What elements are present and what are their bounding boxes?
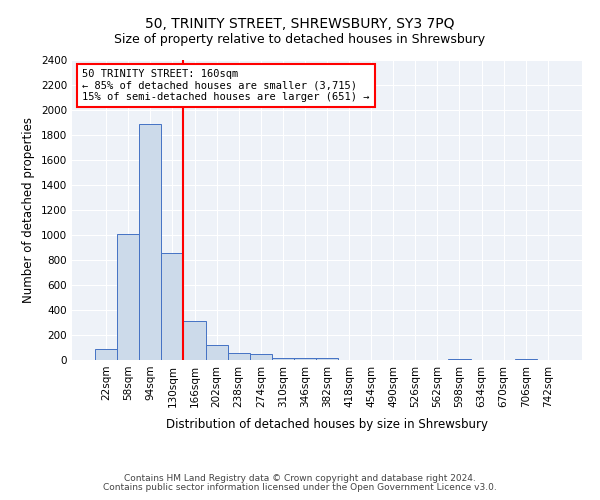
X-axis label: Distribution of detached houses by size in Shrewsbury: Distribution of detached houses by size … [166,418,488,431]
Text: Contains HM Land Registry data © Crown copyright and database right 2024.: Contains HM Land Registry data © Crown c… [124,474,476,483]
Text: 50 TRINITY STREET: 160sqm
← 85% of detached houses are smaller (3,715)
15% of se: 50 TRINITY STREET: 160sqm ← 85% of detac… [82,69,370,102]
Bar [250,354,272,360]
Bar [161,252,184,360]
Text: 50, TRINITY STREET, SHREWSBURY, SY3 7PQ: 50, TRINITY STREET, SHREWSBURY, SY3 7PQ [145,18,455,32]
Text: Size of property relative to detached houses in Shrewsbury: Size of property relative to detached ho… [115,32,485,46]
Bar [227,353,250,360]
Bar [95,349,117,360]
Bar [184,322,206,360]
Bar [316,358,338,360]
Bar [139,124,161,360]
Bar [515,359,537,360]
Bar [272,358,294,360]
Text: Contains public sector information licensed under the Open Government Licence v3: Contains public sector information licen… [103,483,497,492]
Bar [117,234,139,360]
Y-axis label: Number of detached properties: Number of detached properties [22,117,35,303]
Bar [448,359,470,360]
Bar [294,358,316,360]
Bar [206,345,227,360]
